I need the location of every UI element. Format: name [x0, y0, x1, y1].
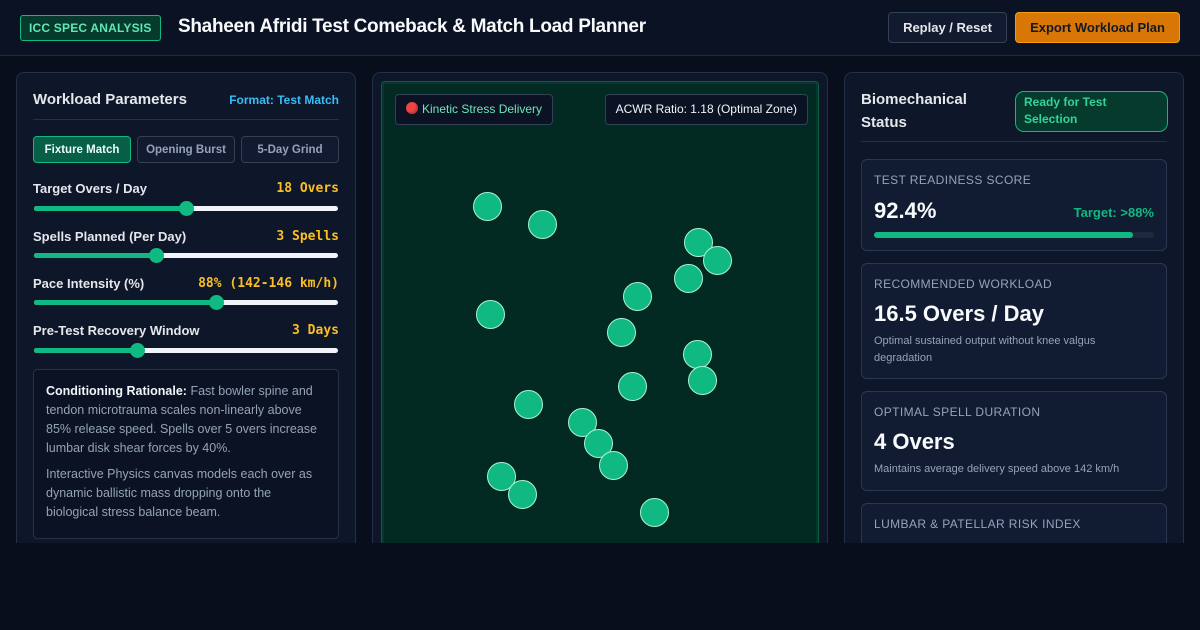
risk-label: LUMBAR & PATELLAR RISK INDEX	[874, 517, 1081, 531]
delivery-ball	[623, 282, 652, 311]
slider-label: Pre-Test Recovery Window	[33, 323, 200, 338]
delivery-ball	[528, 210, 557, 239]
readiness-progress-bar	[874, 232, 1154, 238]
slider-thumb[interactable]	[148, 248, 164, 263]
app-title: Shaheen Afridi Test Comeback & Match Loa…	[178, 16, 646, 37]
spells-planned-slider[interactable]	[34, 248, 338, 263]
pace-intensity-slider[interactable]	[34, 295, 338, 310]
delivery-ball	[688, 366, 717, 395]
kinetic-stress-label: Kinetic Stress Delivery	[422, 102, 543, 116]
mode-opening-burst-button[interactable]: Opening Burst	[137, 136, 235, 163]
slider-thumb[interactable]	[130, 343, 146, 358]
risk-index-card: LUMBAR & PATELLAR RISK INDEX	[861, 503, 1167, 543]
ready-status-badge: Ready for Test Selection	[1015, 91, 1168, 132]
delivery-ball	[514, 390, 543, 419]
readiness-label: TEST READINESS SCORE	[874, 173, 1032, 187]
divider	[33, 119, 339, 120]
red-circle-icon	[406, 102, 418, 114]
readiness-card: TEST READINESS SCORE 92.4% Target: >88%	[861, 159, 1167, 251]
delivery-ball	[618, 372, 647, 401]
format-label: Format: Test Match	[229, 93, 339, 107]
conditioning-rationale: Conditioning Rationale: Fast bowler spin…	[33, 369, 339, 539]
mode-5-day-grind-button[interactable]: 5-Day Grind	[241, 136, 339, 163]
kinetic-stress-badge: Kinetic Stress Delivery	[395, 94, 554, 125]
acwr-ratio-badge: ACWR Ratio: 1.18 (Optimal Zone)	[604, 94, 808, 125]
slider-label: Pace Intensity (%)	[33, 276, 145, 291]
delivery-ball	[674, 264, 703, 293]
slider-thumb[interactable]	[209, 295, 225, 310]
delivery-ball	[476, 300, 505, 329]
workload-desc: Optimal sustained output without knee va…	[874, 335, 1096, 364]
slider-label: Spells Planned (Per Day)	[33, 229, 187, 244]
delivery-ball	[487, 462, 516, 491]
spell-value: 4 Overs	[874, 429, 955, 454]
delivery-ball	[473, 192, 502, 221]
spell-desc: Maintains average delivery speed above 1…	[874, 463, 1120, 475]
rationale-text: Fast bowler spine and tendon microtrauma…	[46, 384, 317, 455]
delivery-ball	[683, 340, 712, 369]
recovery-window-slider[interactable]	[34, 343, 338, 358]
divider	[861, 141, 1167, 142]
readiness-target: Target: >88%	[1073, 205, 1154, 220]
replay-reset-button[interactable]: Replay / Reset	[888, 12, 1007, 43]
slider-value: 3 Days	[292, 323, 339, 338]
slider-value: 3 Spells	[276, 229, 339, 244]
content-viewport: Workload Parameters Format: Test Match F…	[0, 56, 1200, 543]
physics-canvas[interactable]: Kinetic Stress Delivery ACWR Ratio: 1.18…	[381, 81, 819, 543]
delivery-ball	[703, 246, 732, 275]
physics-canvas-panel: Kinetic Stress Delivery ACWR Ratio: 1.18…	[372, 72, 828, 543]
target-overs-slider[interactable]	[34, 201, 338, 216]
status-title: Biomechanical Status	[861, 91, 967, 131]
readiness-progress-fill	[874, 232, 1133, 238]
readiness-value: 92.4%	[874, 198, 937, 223]
top-bar: ICC SPEC ANALYSIS Shaheen Afridi Test Co…	[0, 0, 1200, 56]
mode-fixture-match-button[interactable]: Fixture Match	[33, 136, 131, 163]
workload-value: 16.5 Overs / Day	[874, 301, 1045, 326]
workload-label: RECOMMENDED WORKLOAD	[874, 277, 1053, 291]
delivery-ball	[640, 498, 669, 527]
workload-card: RECOMMENDED WORKLOAD 16.5 Overs / Day Op…	[861, 263, 1167, 379]
rationale-title: Conditioning Rationale:	[46, 384, 187, 398]
delivery-ball	[508, 480, 537, 509]
icc-spec-tag: ICC SPEC ANALYSIS	[20, 15, 161, 41]
panel-title: Workload Parameters	[33, 91, 187, 108]
spell-label: OPTIMAL SPELL DURATION	[874, 405, 1041, 419]
slider-value: 88% (142-146 km/h)	[198, 276, 339, 291]
biomechanical-status-panel: Biomechanical Status Ready for Test Sele…	[844, 72, 1184, 543]
slider-label: Target Overs / Day	[33, 181, 147, 196]
rationale-text-2: Interactive Physics canvas models each o…	[46, 467, 313, 519]
spell-duration-card: OPTIMAL SPELL DURATION 4 Overs Maintains…	[861, 391, 1167, 491]
export-workload-button[interactable]: Export Workload Plan	[1015, 12, 1180, 43]
slider-thumb[interactable]	[179, 201, 194, 216]
delivery-ball	[607, 318, 636, 347]
delivery-ball	[599, 451, 628, 480]
workload-parameters-panel: Workload Parameters Format: Test Match F…	[16, 72, 356, 543]
slider-value: 18 Overs	[276, 181, 339, 196]
